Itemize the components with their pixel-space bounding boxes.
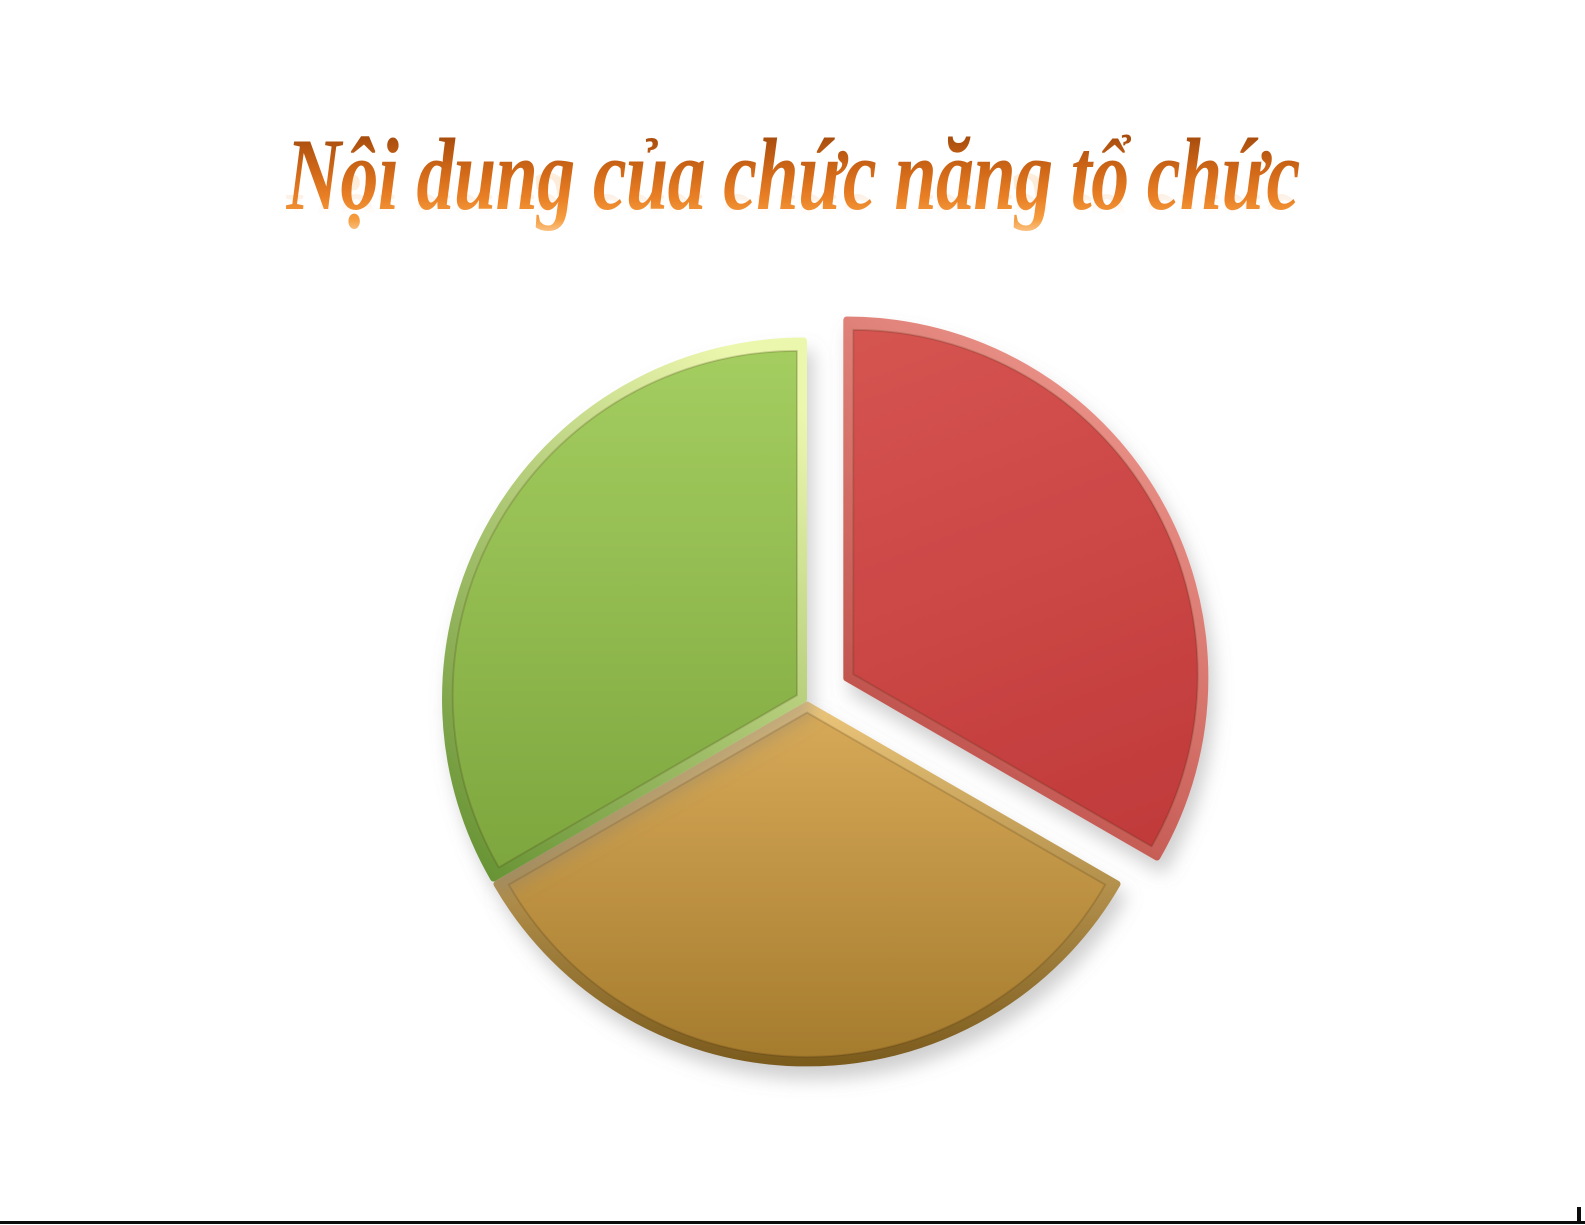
slide-title: Nội dung của chức năng tổ chức (285, 118, 1300, 232)
bottom-right-tick (1577, 1207, 1581, 1222)
gold-slice-face (507, 711, 1107, 1058)
green-slice-face (451, 349, 798, 869)
red-slice (843, 316, 1209, 861)
gold-slice (493, 701, 1121, 1067)
slide-title-wrap: Nội dung của chức năng tổ chức (0, 118, 1585, 233)
bottom-border-line (0, 1221, 1585, 1224)
red-slice-face (852, 328, 1199, 848)
green-slice (442, 337, 807, 882)
